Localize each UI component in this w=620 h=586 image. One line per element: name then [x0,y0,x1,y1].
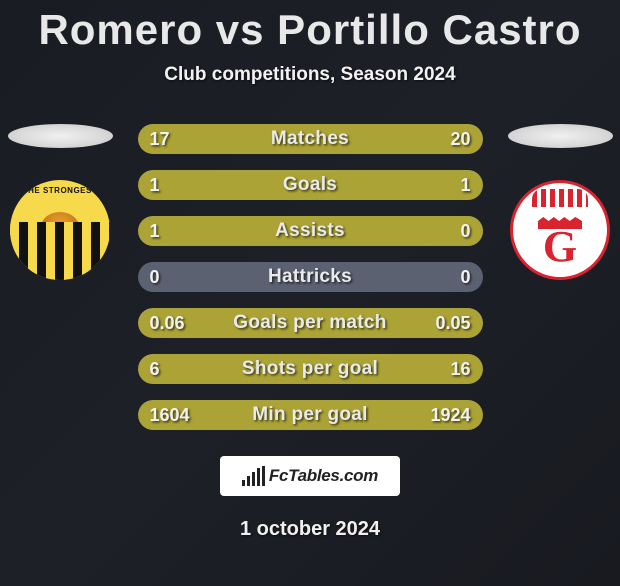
player-silhouette-placeholder [508,124,613,148]
bar-chart-icon [242,466,265,486]
badge-stripes [10,180,110,280]
stat-label: Assists [138,216,483,246]
stat-row: 0.060.05Goals per match [138,308,483,338]
stat-label: Hattricks [138,262,483,292]
stat-label: Shots per goal [138,354,483,384]
team-badge-right: G [510,180,610,280]
badge-text: HE STRONGES [10,186,110,195]
stat-label: Min per goal [138,400,483,430]
comparison-body: HE STRONGES G 1720Matches 11Goals 10Assist… [0,124,620,430]
stat-row: 11Goals [138,170,483,200]
badge-stripes [532,189,588,207]
stat-row: 00Hattricks [138,262,483,292]
badge-letter: G [537,225,583,269]
stat-row: 616Shots per goal [138,354,483,384]
stat-label: Matches [138,124,483,154]
team-badge-left: HE STRONGES [10,180,110,280]
stat-row: 1720Matches [138,124,483,154]
left-player-column: HE STRONGES [0,124,120,280]
stat-row: 10Assists [138,216,483,246]
stat-row: 16041924Min per goal [138,400,483,430]
comparison-title: Romero vs Portillo Castro [0,6,620,54]
fctables-logo: FcTables.com [220,456,400,496]
stat-label: Goals [138,170,483,200]
stats-list: 1720Matches 11Goals 10Assists 00Hattricks 0.… [138,124,483,430]
stat-label: Goals per match [138,308,483,338]
right-player-column: G [500,124,620,280]
player-silhouette-placeholder [8,124,113,148]
logo-text: FcTables.com [269,466,378,486]
snapshot-date: 1 october 2024 [0,518,620,541]
comparison-subtitle: Club competitions, Season 2024 [0,64,620,86]
